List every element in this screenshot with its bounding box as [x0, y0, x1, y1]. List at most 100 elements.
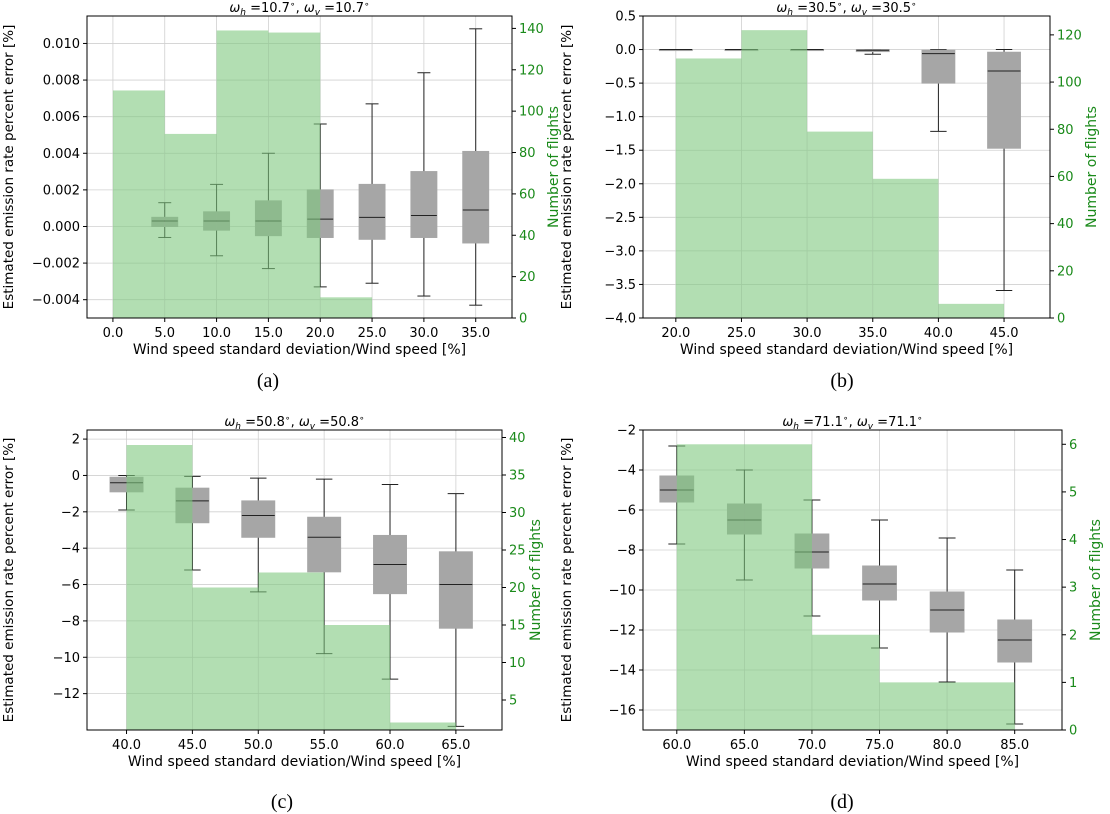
y-axis-right: 0 1 2 3 4 5 6 [1062, 438, 1077, 739]
title-sep: , [843, 1, 851, 16]
box-iqr [358, 183, 386, 240]
title-v-value: =30.5 [867, 1, 911, 16]
x-tick-label: 35.0 [858, 326, 887, 341]
x-tick-label: 35.0 [461, 326, 490, 341]
title-sep: , [849, 415, 857, 430]
box-iqr [987, 51, 1021, 149]
y2-axis-label: Number of flights [528, 519, 544, 641]
hist-bar [675, 58, 742, 318]
y2-tick-label: 20 [509, 581, 526, 596]
x-tick-label: 10.0 [202, 326, 231, 341]
y-axis-right: 5 10 15 20 25 30 35 40 [502, 431, 526, 709]
x-tick-label: 60.0 [662, 738, 691, 753]
hist-bar [216, 30, 269, 318]
title-sub-h: h [235, 422, 241, 432]
x-axis: 20.0 25.0 30.0 35.0 40.0 45.0 [661, 318, 1019, 341]
y-tick-label: 0.002 [43, 183, 80, 198]
box-5 [438, 493, 473, 727]
histogram [675, 30, 1005, 318]
y2-tick-label: 40 [519, 229, 536, 244]
x-axis: 40.0 45.0 50.0 55.0 60.0 65.0 [112, 730, 470, 753]
y2-tick-label: 20 [519, 270, 536, 285]
title-omega: ω [224, 415, 235, 430]
y2-axis-label: Number of flights [1084, 106, 1100, 228]
y-tick-label: −10 [53, 651, 80, 666]
hist-bar [268, 32, 321, 319]
box-iqr [438, 551, 473, 629]
title-degree: ∘ [837, 0, 843, 10]
hist-bar [324, 625, 391, 730]
x-axis: 60.0 65.0 70.0 75.0 80.0 85.0 [662, 730, 1029, 753]
title-h-value: =30.5 [793, 1, 837, 16]
box-iqr [929, 591, 965, 633]
y-tick-label: 0.004 [43, 147, 80, 162]
hist-bar [938, 303, 1005, 318]
y-tick-label: −14 [609, 664, 636, 679]
x-tick-label: 85.0 [1000, 738, 1029, 753]
box-iqr [921, 49, 956, 84]
x-tick-label: 25.0 [727, 326, 756, 341]
x-tick-label: 40.0 [112, 738, 141, 753]
x-tick-label: 5.0 [154, 326, 175, 341]
y2-tick-label: 60 [1057, 170, 1074, 185]
x-tick-label: 0.0 [103, 326, 124, 341]
box-6 [462, 28, 490, 306]
panel-caption: (b) [830, 370, 853, 392]
y2-tick-label: 0 [1069, 724, 1077, 739]
y-tick-label: 0 [72, 469, 80, 484]
x-tick-label: 55.0 [310, 738, 339, 753]
box-4 [921, 49, 956, 132]
x-tick-label: 45.0 [178, 738, 207, 753]
y-tick-label: 0.008 [43, 74, 80, 89]
x-tick-label: 25.0 [358, 326, 387, 341]
x-tick-label: 15.0 [254, 326, 283, 341]
histogram [126, 445, 456, 730]
hist-bar [947, 682, 1015, 730]
axes-frame [86, 429, 503, 731]
y2-tick-label: 35 [509, 469, 526, 484]
box-3 [855, 49, 890, 55]
y2-tick-label: 3 [1069, 581, 1077, 596]
hist-bar [112, 90, 165, 318]
y2-tick-label: 40 [1057, 217, 1074, 232]
title-degree: ∘ [364, 0, 370, 10]
x-tick-label: 30.0 [793, 326, 822, 341]
hist-bar [126, 445, 193, 730]
y2-tick-label: 120 [519, 63, 544, 78]
title-degree: ∘ [290, 0, 296, 10]
x-axis-label: Wind speed standard deviation/Wind speed… [133, 342, 466, 358]
axes-frame [86, 15, 513, 319]
title-v-value: =71.1 [873, 415, 917, 430]
x-tick-label: 75.0 [865, 738, 894, 753]
panel-title: ωh =30.5∘, ωv =30.5∘ [776, 0, 916, 18]
y-tick-label: −0.5 [604, 77, 636, 92]
x-tick-label: 30.0 [409, 326, 438, 341]
title-sub-v: v [868, 422, 874, 432]
hist-bar [879, 682, 948, 730]
y-axis-right: 0 20 40 60 80 100 120 [1050, 28, 1082, 327]
title-omega: ω [229, 1, 240, 16]
title-degree: ∘ [911, 0, 917, 10]
hist-bar [807, 131, 873, 318]
hist-bar [192, 587, 259, 730]
title-omega: ω [304, 1, 315, 16]
title-h-value: =71.1 [799, 415, 843, 430]
y-tick-label: −2 [617, 424, 636, 439]
histogram [112, 30, 373, 319]
y2-tick-label: 5 [1069, 485, 1077, 500]
title-degree: ∘ [359, 414, 365, 424]
title-sub-h: h [787, 8, 793, 18]
box-5 [987, 49, 1021, 291]
x-axis-label: Wind speed standard deviation/Wind speed… [680, 342, 1013, 358]
title-sub-h: h [240, 8, 246, 18]
panel-c: 40.0 45.0 50.0 55.0 60.0 65.0 −12 −10 −8 −6 −4 −2 0 2… [1, 414, 544, 813]
y-axis-label: Estimated emission rate percent error [%… [559, 438, 575, 723]
y-tick-label: −8 [617, 544, 636, 559]
hist-bar [320, 297, 373, 318]
y-tick-label: 0.000 [43, 220, 80, 235]
y2-tick-label: 60 [519, 187, 536, 202]
title-sub-v: v [315, 8, 321, 18]
y2-tick-label: 5 [509, 694, 517, 709]
y2-tick-label: 80 [519, 146, 536, 161]
y-tick-label: −16 [609, 704, 636, 719]
